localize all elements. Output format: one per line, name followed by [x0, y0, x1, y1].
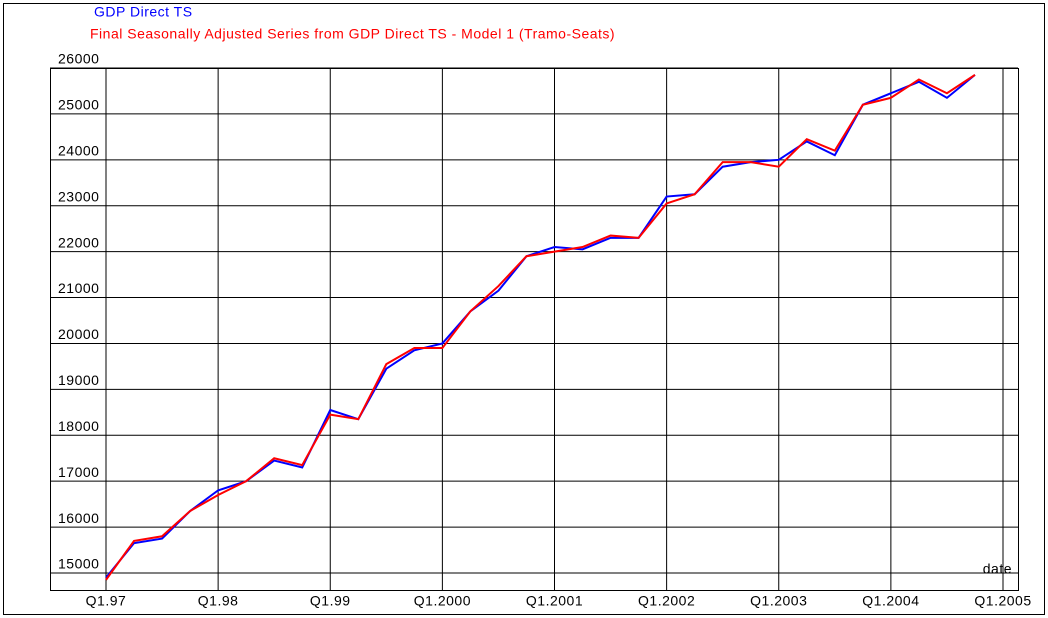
- y-tick-label: 21000: [58, 280, 99, 296]
- y-tick-label: 26000: [58, 51, 99, 67]
- y-tick-label: 18000: [58, 418, 99, 434]
- x-tick-label: Q1.2000: [414, 593, 471, 609]
- y-tick-label: 22000: [58, 234, 99, 250]
- y-tick-label: 20000: [58, 326, 99, 342]
- y-tick-label: 24000: [58, 143, 99, 159]
- x-tick-label: Q1.99: [310, 593, 351, 609]
- x-tick-label: Q1.97: [86, 593, 127, 609]
- y-tick-label: 19000: [58, 372, 99, 388]
- y-tick-label: 17000: [58, 464, 99, 480]
- frame: [3, 3, 1045, 615]
- x-tick-label: Q1.2005: [974, 593, 1031, 609]
- x-tick-label: Q1.2001: [526, 593, 583, 609]
- x-tick-label: Q1.2002: [638, 593, 695, 609]
- series-line: [105, 74, 976, 581]
- y-tick-label: 23000: [58, 188, 99, 204]
- x-tick-label: Q1.98: [198, 593, 239, 609]
- legend-label: GDP Direct TS: [94, 4, 193, 20]
- x-axis-label: date: [983, 561, 1012, 577]
- y-tick-label: 15000: [58, 556, 99, 572]
- y-tick-label: 25000: [58, 97, 99, 113]
- x-tick-label: Q1.2003: [750, 593, 807, 609]
- x-tick-label: Q1.2004: [862, 593, 919, 609]
- legend-label: Final Seasonally Adjusted Series from GD…: [90, 26, 615, 42]
- y-tick-label: 16000: [58, 510, 99, 526]
